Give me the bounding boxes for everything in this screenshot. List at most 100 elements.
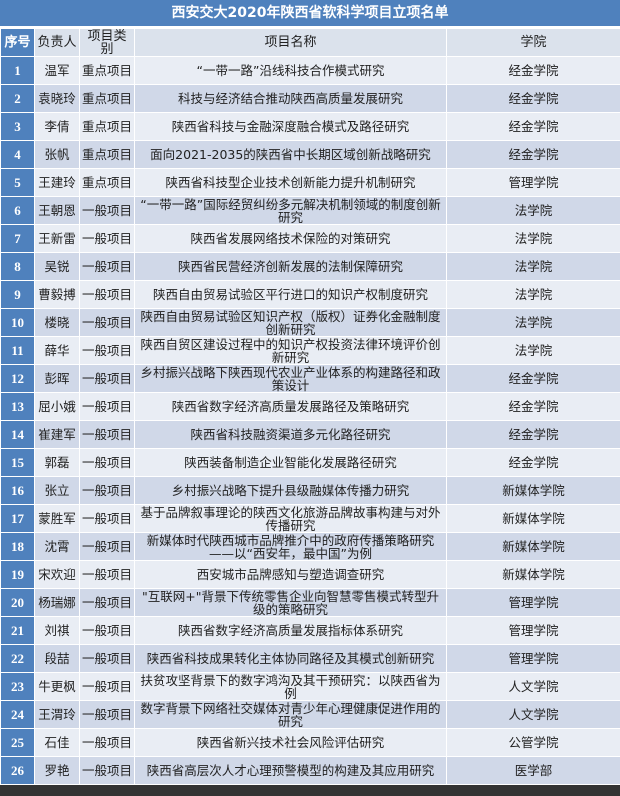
cell-leader: 王新雷	[35, 225, 80, 253]
cell-college: 法学院	[447, 337, 620, 365]
cell-project-name: 陕西自贸区建设过程中的知识产权投资法律环境评价创新研究	[135, 337, 447, 365]
cell-seq: 25	[1, 729, 35, 757]
cell-college: 人文学院	[447, 673, 620, 701]
header-college: 学院	[447, 29, 620, 57]
cell-category: 一般项目	[80, 253, 135, 281]
header-category: 项目类别	[80, 29, 135, 57]
cell-category: 一般项目	[80, 281, 135, 309]
cell-leader: 罗艳	[35, 757, 80, 785]
cell-seq: 17	[1, 505, 35, 533]
cell-project-name: “一带一路”国际经贸纠纷多元解决机制领域的制度创新研究	[135, 197, 447, 225]
cell-seq: 6	[1, 197, 35, 225]
cell-leader: 王渭玲	[35, 701, 80, 729]
cell-category: 一般项目	[80, 449, 135, 477]
cell-college: 经金学院	[447, 393, 620, 421]
cell-category: 一般项目	[80, 645, 135, 673]
cell-college: 法学院	[447, 253, 620, 281]
cell-college: 法学院	[447, 197, 620, 225]
cell-category: 重点项目	[80, 141, 135, 169]
cell-leader: 王建玲	[35, 169, 80, 197]
cell-seq: 23	[1, 673, 35, 701]
cell-project-name: 陕西省科技成果转化主体协同路径及其模式创新研究	[135, 645, 447, 673]
cell-seq: 4	[1, 141, 35, 169]
cell-leader: 郭磊	[35, 449, 80, 477]
cell-project-name: 陕西省数字经济高质量发展指标体系研究	[135, 617, 447, 645]
cell-category: 一般项目	[80, 337, 135, 365]
cell-seq: 13	[1, 393, 35, 421]
cell-leader: 蒙胜军	[35, 505, 80, 533]
cell-leader: 刘祺	[35, 617, 80, 645]
header-row: 序号 负责人 项目类别 项目名称 学院	[1, 29, 620, 57]
table-title: 西安交大2020年陕西省软科学项目立项名单	[0, 0, 620, 28]
cell-project-name: 数字背景下网络社交媒体对青少年心理健康促进作用的研究	[135, 701, 447, 729]
cell-project-name: 陕西省科技与金融深度融合模式及路径研究	[135, 113, 447, 141]
cell-college: 经金学院	[447, 113, 620, 141]
cell-seq: 7	[1, 225, 35, 253]
cell-leader: 沈霄	[35, 533, 80, 561]
cell-category: 一般项目	[80, 673, 135, 701]
cell-leader: 石佳	[35, 729, 80, 757]
cell-leader: 屈小娥	[35, 393, 80, 421]
cell-seq: 14	[1, 421, 35, 449]
cell-project-name: 陕西省新兴技术社会风险评估研究	[135, 729, 447, 757]
cell-college: 新媒体学院	[447, 533, 620, 561]
cell-college: 管理学院	[447, 617, 620, 645]
cell-college: 新媒体学院	[447, 477, 620, 505]
cell-seq: 16	[1, 477, 35, 505]
cell-leader: 薛华	[35, 337, 80, 365]
cell-category: 一般项目	[80, 729, 135, 757]
cell-project-name: 陕西自由贸易试验区知识产权（版权）证券化金融制度创新研究	[135, 309, 447, 337]
cell-college: 管理学院	[447, 589, 620, 617]
cell-seq: 5	[1, 169, 35, 197]
cell-category: 一般项目	[80, 393, 135, 421]
header-seq: 序号	[1, 29, 35, 57]
cell-project-name: 陕西省发展网络技术保险的对策研究	[135, 225, 447, 253]
cell-project-name: 陕西省民营经济创新发展的法制保障研究	[135, 253, 447, 281]
cell-college: 医学部	[447, 757, 620, 785]
cell-project-name: 基于品牌叙事理论的陕西文化旅游品牌故事构建与对外传播研究	[135, 505, 447, 533]
cell-leader: 袁晓玲	[35, 85, 80, 113]
cell-leader: 宋欢迎	[35, 561, 80, 589]
cell-leader: 张帆	[35, 141, 80, 169]
cell-leader: 杨瑞娜	[35, 589, 80, 617]
cell-college: 经金学院	[447, 449, 620, 477]
cell-college: 法学院	[447, 281, 620, 309]
cell-college: 管理学院	[447, 169, 620, 197]
cell-leader: 张立	[35, 477, 80, 505]
cell-seq: 9	[1, 281, 35, 309]
cell-leader: 牛更枫	[35, 673, 80, 701]
cell-leader: 温军	[35, 57, 80, 85]
cell-college: 经金学院	[447, 365, 620, 393]
cell-project-name: 西安城市品牌感知与塑造调查研究	[135, 561, 447, 589]
cell-college: 经金学院	[447, 57, 620, 85]
cell-college: 法学院	[447, 309, 620, 337]
cell-seq: 15	[1, 449, 35, 477]
cell-seq: 2	[1, 85, 35, 113]
cell-category: 一般项目	[80, 421, 135, 449]
bottom-border	[0, 785, 620, 796]
cell-leader: 曹毅搏	[35, 281, 80, 309]
cell-college: 人文学院	[447, 701, 620, 729]
cell-category: 一般项目	[80, 617, 135, 645]
cell-college: 管理学院	[447, 645, 620, 673]
cell-project-name: "互联网+"背景下传统零售企业向智慧零售模式转型升级的策略研究	[135, 589, 447, 617]
header-project-name: 项目名称	[135, 29, 447, 57]
cell-seq: 26	[1, 757, 35, 785]
cell-college: 经金学院	[447, 141, 620, 169]
cell-leader: 彭晖	[35, 365, 80, 393]
cell-leader: 王朝恩	[35, 197, 80, 225]
